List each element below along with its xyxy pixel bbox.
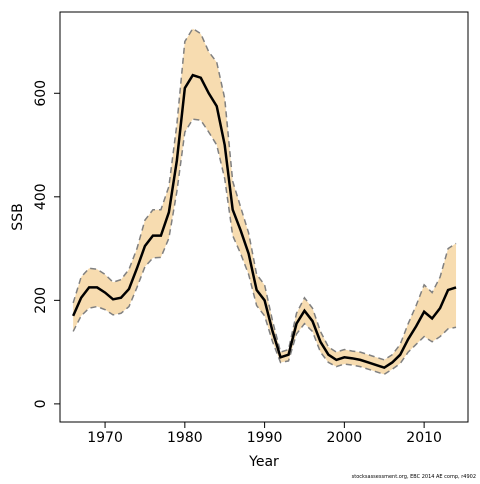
x-tick-label: 1990 xyxy=(247,430,283,446)
y-tick-label: 600 xyxy=(33,80,49,107)
plot-frame xyxy=(59,11,469,423)
y-tick-label: 400 xyxy=(33,183,49,210)
y-tick-label: 200 xyxy=(33,287,49,314)
y-tick-label: 0 xyxy=(33,399,49,408)
x-axis-label: Year xyxy=(248,454,279,470)
band-lower xyxy=(72,118,457,376)
x-tick-label: 2010 xyxy=(406,430,442,446)
band-upper xyxy=(72,27,457,361)
x-tick-label: 2000 xyxy=(327,430,363,446)
footer: stocksassessment.org, EBC 2014 AE comp, … xyxy=(352,474,476,480)
y-axis-label: SSB xyxy=(10,203,26,230)
ssb-line xyxy=(72,73,457,370)
x-tick-label: 1970 xyxy=(87,430,123,446)
confidence-band xyxy=(73,28,457,375)
x-tick-label: 1980 xyxy=(167,430,203,446)
